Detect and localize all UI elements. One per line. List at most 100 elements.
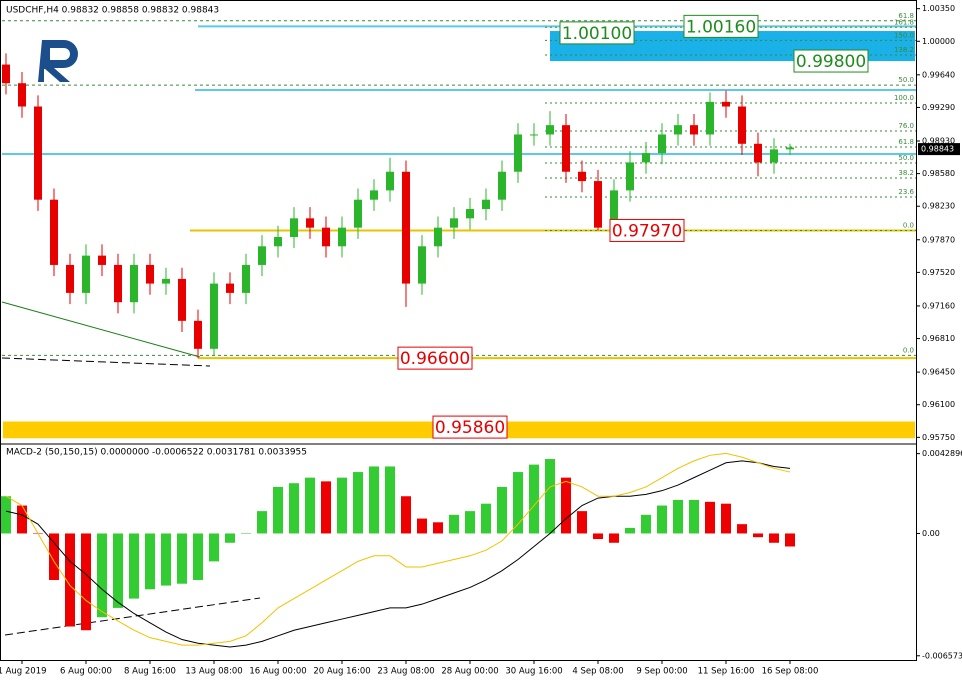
macd-bar — [481, 503, 491, 534]
current-price-label: 0.98843 — [921, 145, 954, 154]
candle-body — [530, 134, 538, 136]
fib-label: 23.6 — [898, 188, 914, 196]
candle-body — [498, 171, 506, 200]
x-tick-label: 23 Aug 08:00 — [377, 667, 434, 677]
candle-body — [18, 83, 26, 107]
fib-label: 61.8 — [898, 138, 914, 146]
candle-body — [674, 125, 682, 135]
candle-body — [738, 106, 746, 144]
macd-bar — [129, 533, 139, 599]
price-annotation: 0.99800 — [796, 52, 866, 72]
macd-bar — [641, 514, 651, 534]
x-tick-label: 4 Sep 08:00 — [572, 667, 623, 677]
candle-body — [50, 199, 58, 265]
candle-body — [722, 101, 730, 107]
y-tick-label: 0.97160 — [922, 301, 955, 310]
y-tick-label: 1.00350 — [922, 4, 955, 13]
candle-body — [658, 134, 666, 154]
macd-bar — [17, 505, 27, 534]
candle-body — [434, 227, 442, 247]
trend-line — [1, 301, 201, 358]
macd-bar — [145, 533, 155, 590]
macd-bar — [753, 533, 763, 538]
candle-body — [98, 255, 106, 265]
macd-bar — [497, 486, 507, 534]
candle-body — [402, 171, 410, 284]
macd-bar — [305, 477, 315, 534]
macd-bar — [321, 481, 331, 534]
macd-bar — [785, 533, 795, 547]
y-tick-label: 0.99640 — [922, 70, 955, 79]
fib-label: 50.0 — [898, 76, 914, 84]
macd-bar — [625, 527, 635, 534]
x-tick-label: 8 Aug 16:00 — [124, 667, 176, 677]
macd-bar — [401, 496, 411, 534]
candle-body — [210, 283, 218, 349]
fib-label: 38.2 — [898, 169, 914, 177]
fib-label: 138.2 — [894, 46, 914, 54]
macd-line — [5, 452, 791, 646]
macd-bar — [193, 533, 203, 580]
x-tick-label: 13 Aug 08:00 — [185, 667, 242, 677]
candle-body — [466, 209, 474, 219]
macd-bar — [673, 499, 683, 534]
macd-bar — [433, 522, 443, 534]
candle-body — [642, 153, 650, 163]
candle-body — [610, 190, 618, 228]
macd-bar — [769, 533, 779, 543]
candle-body — [290, 218, 298, 237]
macd-bar — [177, 533, 187, 584]
macd-bar — [593, 533, 603, 540]
candle-body — [706, 101, 714, 135]
candle-body — [338, 227, 346, 247]
x-tick-label: 30 Aug 16:00 — [505, 667, 562, 677]
macd-bar — [257, 511, 267, 534]
fib-label: 161.8 — [894, 18, 914, 26]
candle-body — [82, 255, 90, 293]
macd-bar — [417, 518, 427, 534]
price-annotation-box — [397, 346, 473, 370]
x-tick-label: 1 Aug 2019 — [0, 667, 47, 677]
macd-bar — [369, 466, 379, 534]
macd-bar — [353, 472, 363, 534]
macd-bar — [609, 533, 619, 543]
candle-body — [626, 162, 634, 191]
candle-body — [514, 134, 522, 172]
candle-body — [130, 264, 138, 303]
trend-line — [1, 357, 211, 367]
macd-bar — [337, 477, 347, 534]
y-tick-label: 0.99290 — [922, 103, 955, 112]
y-tick-label: 0.0042896 — [922, 449, 962, 458]
fib-label: 0.0 — [903, 221, 914, 229]
macd-bar — [113, 533, 123, 608]
candle-body — [146, 264, 154, 284]
y-tick-label: -0.006573 — [922, 651, 962, 660]
macd-bar — [513, 472, 523, 534]
price-annotation: 1.00160 — [686, 17, 756, 37]
candle-body — [322, 227, 330, 247]
candle-body — [66, 264, 74, 293]
candle-body — [562, 125, 570, 172]
chart-title: USDCHF,H4 0.98832 0.98858 0.98832 0.9884… — [6, 6, 219, 16]
macd-bar — [81, 533, 91, 631]
macd-bar — [465, 511, 475, 534]
candle-body — [450, 218, 458, 228]
x-tick-label: 20 Aug 16:00 — [313, 667, 370, 677]
candle-body — [2, 64, 10, 84]
y-tick-label: 0.96100 — [922, 400, 955, 409]
candle-body — [786, 147, 794, 150]
price-annotation: 0.96600 — [400, 349, 470, 369]
fib-label: 50.0 — [898, 154, 914, 162]
candle-body — [194, 320, 202, 349]
price-annotation: 0.97970 — [612, 221, 682, 241]
macd-bar — [385, 466, 395, 534]
macd-bar — [449, 514, 459, 534]
indicator-title: MACD-2 (50,150,15) 0.0000000 -0.0006522 … — [6, 448, 307, 458]
macd-bar — [705, 501, 715, 534]
current-price-box — [918, 143, 960, 156]
x-tick-label: 16 Sep 08:00 — [762, 667, 819, 677]
fib-label: 150.0 — [894, 31, 914, 39]
candle-body — [370, 190, 378, 200]
macd-bar — [241, 533, 251, 534]
candle-body — [770, 149, 778, 163]
